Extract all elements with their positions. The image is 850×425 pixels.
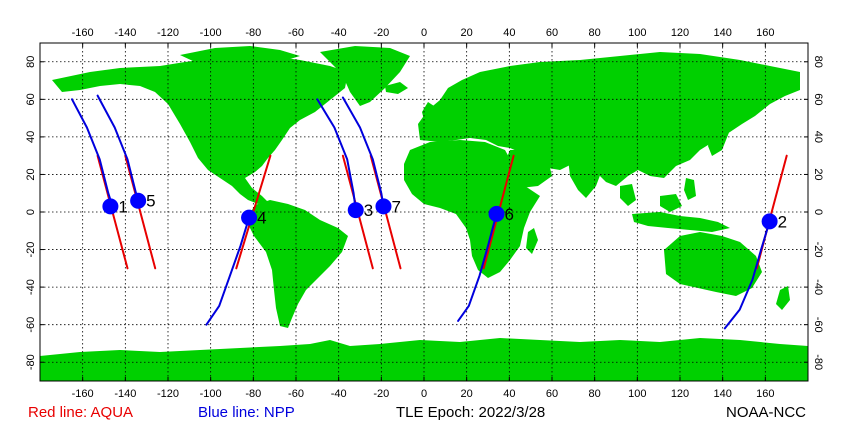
x-tick-bottom: 60 <box>546 388 558 400</box>
x-tick-bottom: -80 <box>245 388 261 400</box>
axis-tick-labels: -160 -160 -140 -140 -120 -120 -100 -100 -80 -80 -6… <box>25 27 824 400</box>
land-japan <box>708 122 730 156</box>
blue-track <box>723 220 771 330</box>
y-tick-right: 40 <box>812 131 824 143</box>
x-tick-bottom: -60 <box>288 388 304 400</box>
legend-red-line: Red line: AQUA <box>28 404 134 421</box>
x-tick-top: -20 <box>373 27 389 39</box>
x-tick-top: 0 <box>421 27 427 39</box>
y-tick-left: -20 <box>25 242 37 258</box>
x-tick-bottom: 80 <box>589 388 601 400</box>
x-tick-bottom: 20 <box>461 388 473 400</box>
land-scandinavia <box>455 76 500 114</box>
land-australia <box>664 232 762 296</box>
map-frame <box>39 42 809 382</box>
x-tick-bottom: 160 <box>756 388 774 400</box>
y-tick-right: -20 <box>812 242 824 258</box>
land-borneo <box>660 194 682 212</box>
x-tick-bottom: -40 <box>331 388 347 400</box>
legend-blue-line: Blue line: NPP <box>198 404 295 421</box>
x-tick-top: 140 <box>713 27 731 39</box>
satellite-label: 6 <box>505 205 514 224</box>
satellite-marker <box>488 205 505 222</box>
land-south-america <box>246 200 348 328</box>
x-tick-bottom: -140 <box>114 388 136 400</box>
x-tick-bottom: -120 <box>157 388 179 400</box>
land-greenland <box>320 46 410 106</box>
x-tick-top: 20 <box>461 27 473 39</box>
satellite-label: 4 <box>257 209 266 228</box>
x-tick-bottom: 40 <box>503 388 515 400</box>
blue-track <box>205 216 251 326</box>
x-tick-bottom: 100 <box>628 388 646 400</box>
x-tick-top: 40 <box>503 27 515 39</box>
y-tick-right: -80 <box>812 354 824 370</box>
satellite-marker <box>347 202 364 219</box>
satellite-label: 2 <box>778 212 787 231</box>
land-british-isles <box>422 102 434 120</box>
x-tick-top: -80 <box>245 27 261 39</box>
y-tick-right: 80 <box>812 56 824 68</box>
x-tick-top: 160 <box>756 27 774 39</box>
blue-track <box>457 212 498 322</box>
satellite-label: 7 <box>391 197 400 216</box>
land-southeast-asia <box>620 184 636 206</box>
land-eurasia <box>418 52 800 186</box>
blue-track <box>71 98 114 208</box>
x-tick-bottom: -160 <box>72 388 94 400</box>
y-tick-right: 60 <box>812 93 824 105</box>
y-tick-left: 0 <box>25 209 37 215</box>
y-tick-left: 60 <box>25 93 37 105</box>
y-tick-left: -60 <box>25 317 37 333</box>
x-tick-bottom: -20 <box>373 388 389 400</box>
x-tick-top: -40 <box>331 27 347 39</box>
x-tick-top: -140 <box>114 27 136 39</box>
y-tick-right: -60 <box>812 317 824 333</box>
y-tick-left: -40 <box>25 279 37 295</box>
y-tick-right: -40 <box>812 279 824 295</box>
satellite-marker <box>375 198 392 215</box>
land-new-zealand <box>776 286 790 310</box>
credit-label: NOAA-NCC <box>726 404 807 421</box>
blue-track <box>316 98 357 212</box>
satellite-markers: 1 5 4 3 7 6 2 <box>102 192 787 231</box>
satellite-marker <box>130 192 147 209</box>
y-tick-left: 20 <box>25 168 37 180</box>
blue-track <box>341 96 385 208</box>
x-tick-top: 60 <box>546 27 558 39</box>
x-tick-top: -160 <box>72 27 94 39</box>
x-tick-top: -60 <box>288 27 304 39</box>
tle-epoch: TLE Epoch: 2022/3/28 <box>396 404 546 421</box>
satellite-label: 1 <box>118 197 127 216</box>
satellite-marker <box>102 198 119 215</box>
y-tick-right: 0 <box>812 209 824 215</box>
satellite-marker <box>241 209 258 226</box>
x-tick-top: -100 <box>200 27 222 39</box>
y-tick-left: -80 <box>25 354 37 370</box>
x-tick-top: 100 <box>628 27 646 39</box>
x-tick-top: 120 <box>671 27 689 39</box>
y-tick-right: 20 <box>812 168 824 180</box>
graticule <box>40 43 808 381</box>
land-madagascar <box>526 228 538 254</box>
land-africa <box>404 140 540 278</box>
satellite-label: 3 <box>364 201 373 220</box>
x-tick-bottom: 120 <box>671 388 689 400</box>
x-tick-bottom: 0 <box>421 388 427 400</box>
land-india <box>568 158 602 198</box>
land-arctic-islands <box>180 46 300 62</box>
x-tick-bottom: 140 <box>713 388 731 400</box>
land-philippines <box>684 178 696 200</box>
x-tick-top: 80 <box>589 27 601 39</box>
satellite-label: 5 <box>146 192 155 211</box>
land-north-america <box>52 54 348 204</box>
land-iceland <box>385 82 408 94</box>
land-indonesia <box>632 212 730 232</box>
x-tick-bottom: -100 <box>200 388 222 400</box>
y-tick-left: 80 <box>25 56 37 68</box>
satellite-marker <box>761 213 778 230</box>
y-tick-left: 40 <box>25 131 37 143</box>
x-tick-top: -120 <box>157 27 179 39</box>
